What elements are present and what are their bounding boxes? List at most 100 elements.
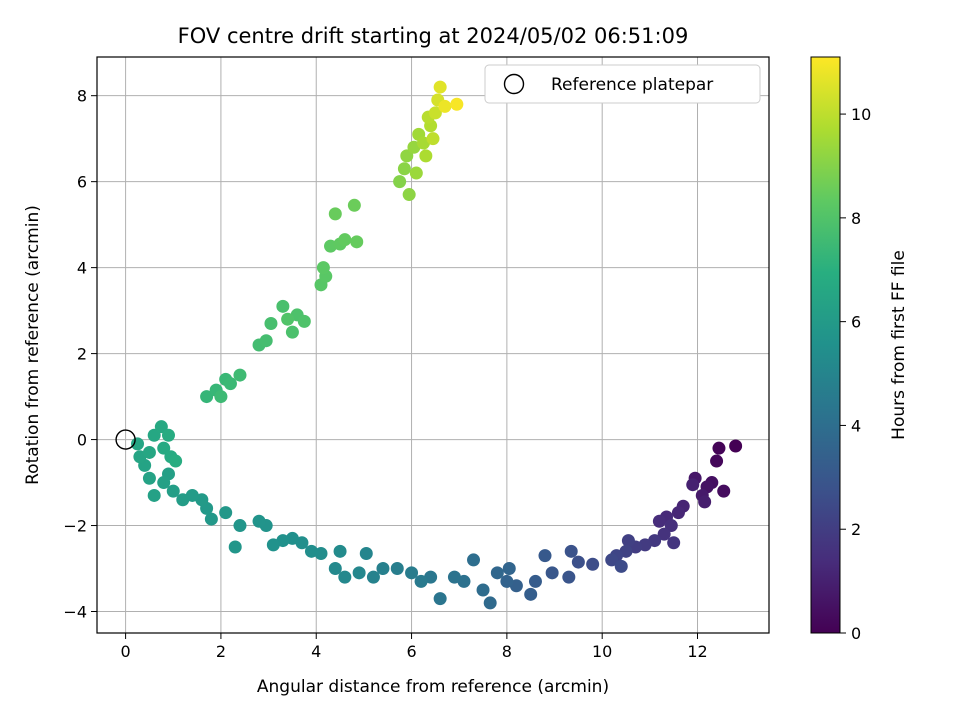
data-point <box>614 559 628 573</box>
legend: Reference platepar <box>484 64 761 104</box>
data-point <box>664 519 678 533</box>
data-point <box>467 553 481 567</box>
data-point <box>328 207 342 221</box>
reference-marker-layer <box>115 429 136 450</box>
data-point <box>316 261 330 275</box>
data-point <box>131 437 145 451</box>
data-point <box>426 132 440 146</box>
data-point <box>252 514 266 528</box>
colorbar-tick-label: 10 <box>851 105 871 124</box>
data-point <box>483 596 497 610</box>
x-tick-label: 2 <box>216 642 226 661</box>
y-tick-label: 2 <box>77 345 87 364</box>
data-point <box>147 488 161 502</box>
data-point <box>433 592 447 606</box>
x-axis: 0 2 4 6 8 10 12 <box>121 633 708 661</box>
x-tick-label: 12 <box>687 642 707 661</box>
x-tick-label: 6 <box>406 642 416 661</box>
data-point <box>409 166 423 180</box>
data-point <box>667 536 681 550</box>
data-point <box>450 97 464 111</box>
data-point <box>276 299 290 313</box>
colorbar-gradient <box>810 56 841 634</box>
data-point <box>433 80 447 94</box>
data-point <box>169 454 183 468</box>
data-point <box>166 484 180 498</box>
data-point <box>264 317 278 331</box>
data-point <box>366 570 380 584</box>
x-axis-label: Angular distance from reference (arcmin) <box>257 677 609 697</box>
data-point <box>490 566 504 580</box>
data-point <box>710 454 724 468</box>
data-point <box>698 495 712 509</box>
data-point <box>562 570 576 584</box>
y-tick-label: 4 <box>77 259 87 278</box>
data-point <box>397 162 411 176</box>
data-point <box>347 198 361 212</box>
colorbar-tick-label: 2 <box>851 520 861 539</box>
data-point <box>297 314 311 328</box>
data-point <box>652 514 666 528</box>
data-point <box>657 527 671 541</box>
y-tick-label: 8 <box>77 87 87 106</box>
data-point <box>266 538 280 552</box>
data-point <box>214 390 228 404</box>
data-point <box>502 562 516 576</box>
colorbar-tick-label: 8 <box>851 209 861 228</box>
data-point <box>328 562 342 576</box>
legend-entry-reference-platepar: Reference platepar <box>551 75 713 95</box>
data-point <box>142 471 156 485</box>
data-point <box>447 570 461 584</box>
data-point <box>419 149 433 163</box>
data-point <box>414 574 428 588</box>
y-tick-label: −4 <box>63 603 87 622</box>
data-point <box>352 566 366 580</box>
data-point <box>285 325 299 339</box>
x-tick-label: 0 <box>121 642 131 661</box>
x-tick-label: 4 <box>311 642 321 661</box>
data-point <box>545 566 559 580</box>
colorbar-label: Hours from first FF file <box>889 250 909 440</box>
data-point <box>564 544 578 558</box>
scatter-points <box>131 80 743 610</box>
colorbar-tick-label: 4 <box>851 416 861 435</box>
data-point <box>438 99 452 113</box>
y-axis: −4 −2 0 2 4 6 8 <box>63 87 97 622</box>
data-point <box>405 566 419 580</box>
data-point <box>161 428 175 442</box>
data-point <box>729 439 743 453</box>
data-point <box>233 519 247 533</box>
data-point <box>338 570 352 584</box>
data-point <box>428 106 442 120</box>
data-point <box>524 587 538 601</box>
data-point <box>571 555 585 569</box>
data-point <box>304 544 318 558</box>
data-point <box>228 540 242 554</box>
data-point <box>359 546 373 560</box>
data-point <box>400 149 414 163</box>
data-point <box>223 377 237 391</box>
plot-frame <box>96 56 770 634</box>
y-tick-label: 0 <box>77 431 87 450</box>
x-tick-label: 10 <box>592 642 612 661</box>
colorbar-tick-label: 6 <box>851 313 861 332</box>
data-point <box>333 544 347 558</box>
data-point <box>717 484 731 498</box>
data-point <box>476 583 490 597</box>
data-point <box>390 562 404 576</box>
colorbar-ticks: 0 2 4 6 8 10 <box>840 105 871 643</box>
legend-box <box>484 64 761 104</box>
data-point <box>500 574 514 588</box>
data-point <box>154 420 168 434</box>
data-point <box>712 441 726 455</box>
data-point <box>376 562 390 576</box>
data-point <box>528 574 542 588</box>
data-point <box>157 441 171 455</box>
y-tick-label: 6 <box>77 173 87 192</box>
data-point <box>200 390 214 404</box>
data-point <box>219 506 233 520</box>
data-point <box>605 553 619 567</box>
data-point <box>259 334 273 348</box>
